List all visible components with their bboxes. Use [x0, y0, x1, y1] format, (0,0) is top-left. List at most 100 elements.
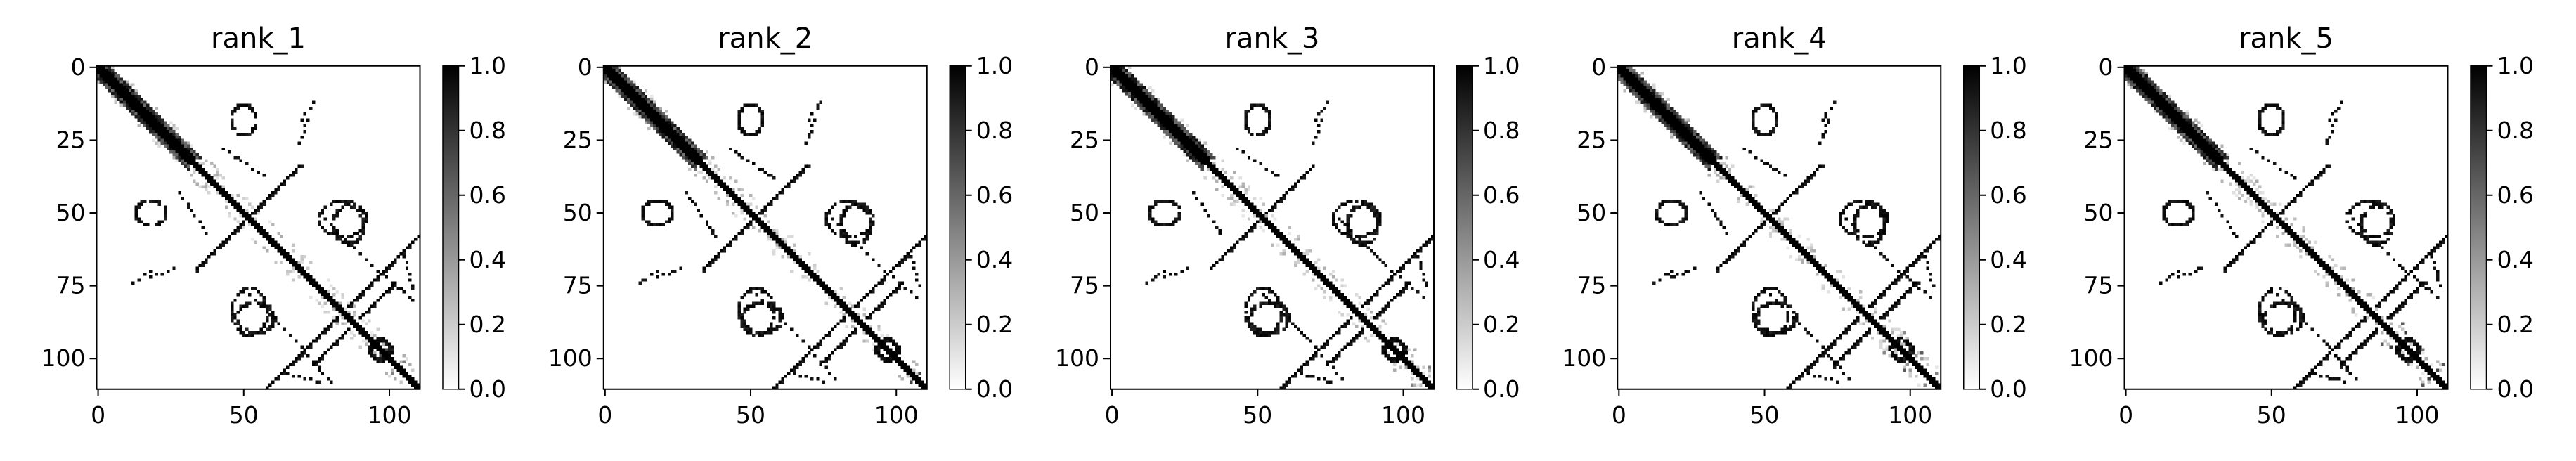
heatmap-cell: [1270, 290, 1274, 294]
heatmap-cell: [2261, 106, 2265, 110]
heatmap-cell: [1218, 176, 1222, 180]
heatmap-cell: [860, 231, 863, 235]
heatmap-cell: [656, 121, 659, 124]
heatmap-cell: [1879, 208, 1883, 212]
heatmap-cell: [830, 290, 834, 294]
heatmap-cell: [755, 133, 758, 136]
heatmap-cell: [1113, 65, 1117, 70]
heatmap-cell: [344, 330, 348, 335]
heatmap-cell: [326, 377, 330, 381]
heatmap-cell: [1620, 65, 1624, 70]
heatmap-cell: [1873, 307, 1877, 311]
heatmap-cell: [216, 185, 219, 189]
heatmap-cell: [1376, 327, 1379, 332]
heatmap-cell: [647, 202, 651, 206]
heatmap-cell: [122, 103, 127, 108]
heatmap-cell: [1390, 342, 1394, 346]
heatmap-cell: [1127, 77, 1132, 81]
heatmap-cell: [787, 185, 791, 189]
heatmap-cell: [1399, 339, 1402, 343]
heatmap-cell: [318, 357, 321, 361]
heatmap-cell: [1131, 83, 1134, 87]
heatmap-cell: [787, 249, 791, 253]
heatmap-cell: [1745, 188, 1749, 192]
heatmap-cell: [749, 220, 753, 223]
heatmap-cell: [1294, 261, 1297, 264]
heatmap-cell: [210, 179, 214, 183]
heatmap-cell: [877, 348, 881, 352]
heatmap-cell: [1877, 327, 1880, 332]
heatmap-cell: [2144, 98, 2148, 101]
x-tick-label: 0: [91, 401, 105, 429]
heatmap-cell: [2276, 106, 2279, 110]
heatmap-cell: [129, 89, 132, 93]
heatmap-cell: [207, 176, 211, 180]
heatmap-cell: [1151, 106, 1155, 110]
heatmap-cell: [149, 275, 153, 279]
heatmap-cell: [271, 223, 275, 226]
heatmap-cell: [1264, 330, 1269, 335]
heatmap-cell: [1349, 231, 1353, 235]
heatmap-cell: [1891, 327, 1895, 332]
heatmap-cell: [633, 83, 636, 87]
heatmap-cell: [633, 98, 636, 101]
heatmap-cell: [708, 226, 712, 230]
heatmap-cell: [618, 80, 621, 84]
heatmap-cell: [193, 153, 196, 157]
heatmap-cell: [1669, 106, 1674, 110]
heatmap-cell: [259, 327, 264, 332]
heatmap-cell: [129, 100, 132, 104]
heatmap-cell: [1157, 106, 1160, 110]
heatmap-cell: [697, 153, 700, 157]
heatmap-cell: [1264, 106, 1269, 110]
heatmap-cell: [830, 299, 834, 302]
heatmap-cell: [1816, 266, 1819, 271]
heatmap-cell: [1842, 226, 1845, 230]
heatmap-cell: [332, 287, 336, 291]
heatmap-cell: [152, 115, 155, 119]
heatmap-cell: [242, 330, 246, 335]
heatmap-cell: [793, 365, 796, 370]
heatmap-cell: [169, 141, 173, 145]
heatmap-cell: [216, 190, 219, 195]
heatmap-cell: [1931, 383, 1936, 387]
heatmap-cell: [915, 375, 919, 378]
heatmap-cell: [1212, 167, 1216, 171]
heatmap-cell: [763, 228, 768, 233]
heatmap-cell: [784, 238, 788, 241]
heatmap-cell: [1684, 214, 1688, 218]
colorbar-tick-label: 0.6: [1483, 181, 1520, 209]
heatmap-cell: [880, 304, 884, 309]
heatmap-cell: [1903, 296, 1906, 299]
heatmap-cell: [1267, 115, 1271, 119]
heatmap-cell: [1646, 89, 1650, 93]
heatmap-cell: [376, 342, 380, 346]
heatmap-cell: [702, 176, 706, 180]
heatmap-cell: [717, 179, 720, 183]
heatmap-cell: [1786, 235, 1790, 238]
heatmap-cell: [1655, 214, 1659, 218]
heatmap-cell: [769, 307, 773, 311]
heatmap-cell: [1172, 136, 1175, 139]
heatmap-cell: [391, 287, 394, 291]
heatmap-cell: [323, 290, 328, 294]
heatmap-cell: [630, 98, 633, 101]
heatmap-cell: [1676, 272, 1679, 276]
heatmap-cell: [664, 109, 668, 113]
heatmap-cell: [1125, 80, 1129, 84]
heatmap-cell: [1372, 228, 1376, 233]
heatmap-cell: [239, 159, 242, 162]
heatmap-cell: [1349, 235, 1353, 238]
heatmap-cell: [1704, 144, 1709, 148]
heatmap-cell: [644, 95, 648, 98]
heatmap-cell: [224, 238, 228, 241]
heatmap-cell: [755, 103, 758, 108]
heatmap-cell: [775, 231, 779, 235]
heatmap-cell: [1832, 278, 1837, 282]
heatmap-cell: [1212, 264, 1216, 267]
heatmap-cell: [1229, 185, 1234, 189]
heatmap-cell: [1649, 109, 1653, 113]
heatmap-cell: [178, 138, 181, 142]
heatmap-cell: [1376, 313, 1379, 317]
heatmap-cell: [1364, 202, 1367, 206]
